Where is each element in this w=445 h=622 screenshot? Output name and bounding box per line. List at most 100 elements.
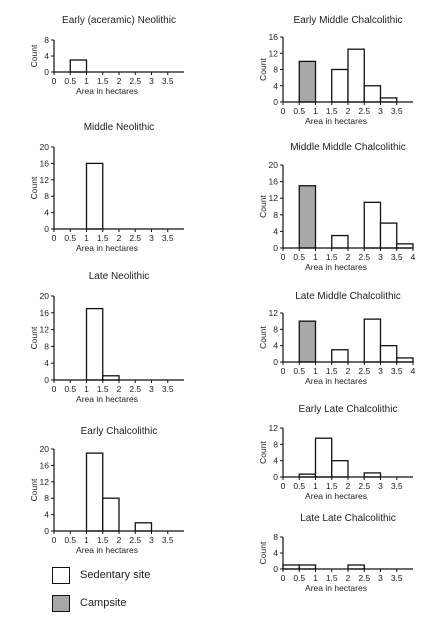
x-tick-label: 1.5 [326,252,338,262]
y-tick-label: 4 [273,226,278,236]
x-tick-label: 1 [84,233,89,243]
bar-sedentary [102,497,120,532]
chart-title: Late Middle Chalcolithic [295,291,401,302]
x-tick-label: 0.5 [293,366,305,376]
x-tick-label: 0.5 [293,573,305,583]
x-tick-label: 2.5 [358,366,370,376]
x-tick-label: 2 [117,535,122,545]
y-tick-label: 0 [44,375,49,385]
x-tick-label: 0.5 [293,481,305,491]
y-tick-label: 12 [40,175,50,185]
y-axis-label: Count [29,176,39,199]
x-tick-label: 0.5 [293,106,305,116]
x-tick-label: 0.5 [64,535,76,545]
x-tick-label: 3 [378,573,383,583]
x-tick-label: 1.5 [326,573,338,583]
y-tick-label: 4 [273,81,278,91]
y-tick-label: 8 [44,493,49,503]
bar-sedentary [379,97,398,103]
bar-sedentary [85,452,104,532]
y-tick-label: 20 [40,291,50,301]
bar-sedentary [85,307,104,381]
y-tick-label: 0 [44,224,49,234]
x-tick-label: 1.5 [97,76,109,86]
x-axis-label: Area in hectares [76,394,138,404]
y-tick-label: 16 [269,32,279,42]
y-tick-label: 8 [273,439,278,449]
x-tick-label: 1 [84,384,89,394]
x-tick-label: 2.5 [129,535,141,545]
x-axis-label: Area in hectares [305,262,367,272]
bar-campsite [298,60,317,103]
y-axis-label: Count [258,326,268,349]
x-tick-label: 0 [52,233,57,243]
chart-title: Middle Middle Chalcolithic [290,142,406,153]
chart-title: Early Late Chalcolithic [299,404,398,415]
legend-item-sedentary: Sedentary site [52,565,150,585]
bar-sedentary [331,349,349,363]
chart-title: Early Chalcolithic [81,426,158,437]
x-tick-label: 0 [281,573,286,583]
y-tick-label: 4 [44,208,49,218]
x-tick-label: 3 [149,384,154,394]
y-tick-label: 16 [269,177,279,187]
y-tick-label: 20 [40,142,50,152]
x-tick-label: 1 [84,535,89,545]
legend-label-campsite: Campsite [80,597,127,609]
x-tick-label: 2.5 [129,76,141,86]
x-tick-label: 1 [313,573,318,583]
x-tick-label: 2.5 [129,233,141,243]
bar-sedentary [102,375,120,381]
bar-campsite [298,320,317,363]
x-tick-label: 1 [313,106,318,116]
x-tick-label: 3.5 [162,233,174,243]
y-axis-label: Count [258,441,268,464]
y-tick-label: 0 [273,243,278,253]
bar-sedentary [379,345,398,363]
bar-sedentary [331,234,349,249]
x-axis-label: Area in hectares [305,491,367,501]
bar-sedentary [85,162,104,230]
x-tick-label: 4 [411,366,416,376]
x-tick-label: 3 [378,106,383,116]
y-tick-label: 12 [40,325,50,335]
x-tick-label: 0 [52,384,57,394]
y-tick-label: 4 [273,548,278,558]
bar-sedentary [69,59,88,73]
y-tick-label: 8 [44,191,49,201]
x-tick-label: 2 [117,384,122,394]
y-tick-label: 12 [269,308,279,318]
y-tick-label: 8 [273,324,278,334]
y-tick-label: 0 [273,472,278,482]
x-tick-label: 3 [149,233,154,243]
x-tick-label: 0 [52,535,57,545]
x-tick-label: 0 [281,481,286,491]
legend-label-sedentary: Sedentary site [80,569,151,581]
y-tick-label: 4 [44,51,49,61]
y-tick-label: 8 [44,35,49,45]
y-axis-label: Count [29,326,39,349]
x-axis-label: Area in hectares [305,116,367,126]
x-tick-label: 3.5 [391,573,403,583]
y-tick-label: 16 [40,308,50,318]
chart-title: Early Middle Chalcolithic [294,15,403,26]
bar-sedentary [331,460,349,478]
x-tick-label: 3 [378,481,383,491]
x-axis-label: Area in hectares [76,86,138,96]
x-tick-label: 1.5 [326,106,338,116]
x-tick-label: 3 [149,76,154,86]
x-tick-label: 3 [378,366,383,376]
x-axis-label: Area in hectares [76,545,138,555]
legend-swatch-sedentary [52,566,70,584]
y-tick-label: 0 [273,564,278,574]
x-tick-label: 1 [313,481,318,491]
y-tick-label: 0 [273,357,278,367]
x-tick-label: 1.5 [97,384,109,394]
legend-item-campsite: Campsite [52,593,126,613]
bar-sedentary [363,318,382,363]
bar-sedentary [363,472,382,478]
y-tick-label: 12 [269,423,279,433]
x-tick-label: 0.5 [293,252,305,262]
chart-title: Early (aceramic) Neolithic [62,15,176,26]
x-tick-label: 0 [52,76,57,86]
